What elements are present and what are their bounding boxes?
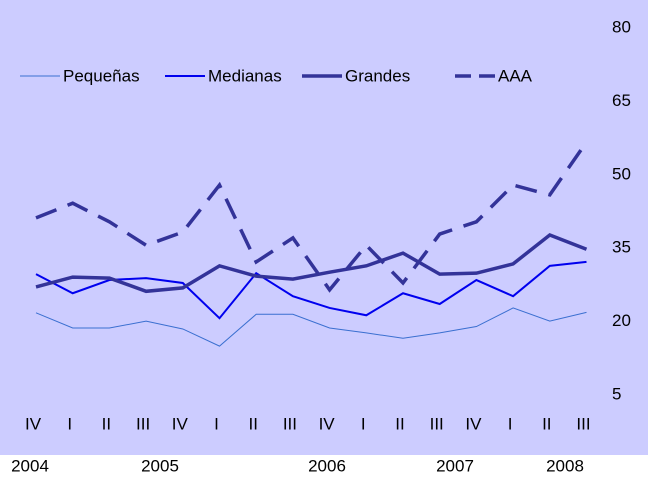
x-tick-label: I	[214, 414, 219, 433]
year-label: 2005	[141, 456, 179, 475]
x-tick-label: IV	[25, 414, 42, 433]
x-tick-label: II	[395, 414, 404, 433]
x-tick-label: I	[508, 414, 513, 433]
x-tick-label: IV	[172, 414, 189, 433]
x-tick-label: II	[102, 414, 111, 433]
legend-label: Grandes	[345, 66, 410, 85]
legend-label: Pequeñas	[63, 66, 140, 85]
x-tick-label: I	[361, 414, 366, 433]
series-line	[35, 260, 587, 320]
x-tick-label: III	[283, 414, 297, 433]
y-tick-label: 20	[612, 311, 631, 330]
x-tick-label: II	[542, 414, 551, 433]
year-label: 2008	[546, 456, 584, 475]
year-label: 2004	[11, 456, 49, 475]
y-tick-label: 80	[612, 17, 631, 36]
x-tick-label: IV	[319, 414, 336, 433]
x-tick-label: I	[67, 414, 72, 433]
x-tick-label: III	[136, 414, 150, 433]
x-tick-label: III	[430, 414, 444, 433]
y-tick-label: 50	[612, 164, 631, 183]
legend-label: AAA	[498, 66, 533, 85]
series-line	[35, 141, 588, 293]
y-tick-label: 5	[612, 385, 621, 404]
series-line	[35, 233, 588, 294]
year-label: 2006	[308, 456, 346, 475]
y-tick-label: 65	[612, 91, 631, 110]
series-line	[35, 307, 587, 347]
x-tick-label: III	[576, 414, 590, 433]
x-tick-label: II	[248, 414, 257, 433]
legend-label: Medianas	[208, 66, 282, 85]
x-tick-label: IV	[465, 414, 482, 433]
year-label: 2007	[436, 456, 474, 475]
axis-background	[605, 0, 648, 455]
y-tick-label: 35	[612, 238, 631, 257]
